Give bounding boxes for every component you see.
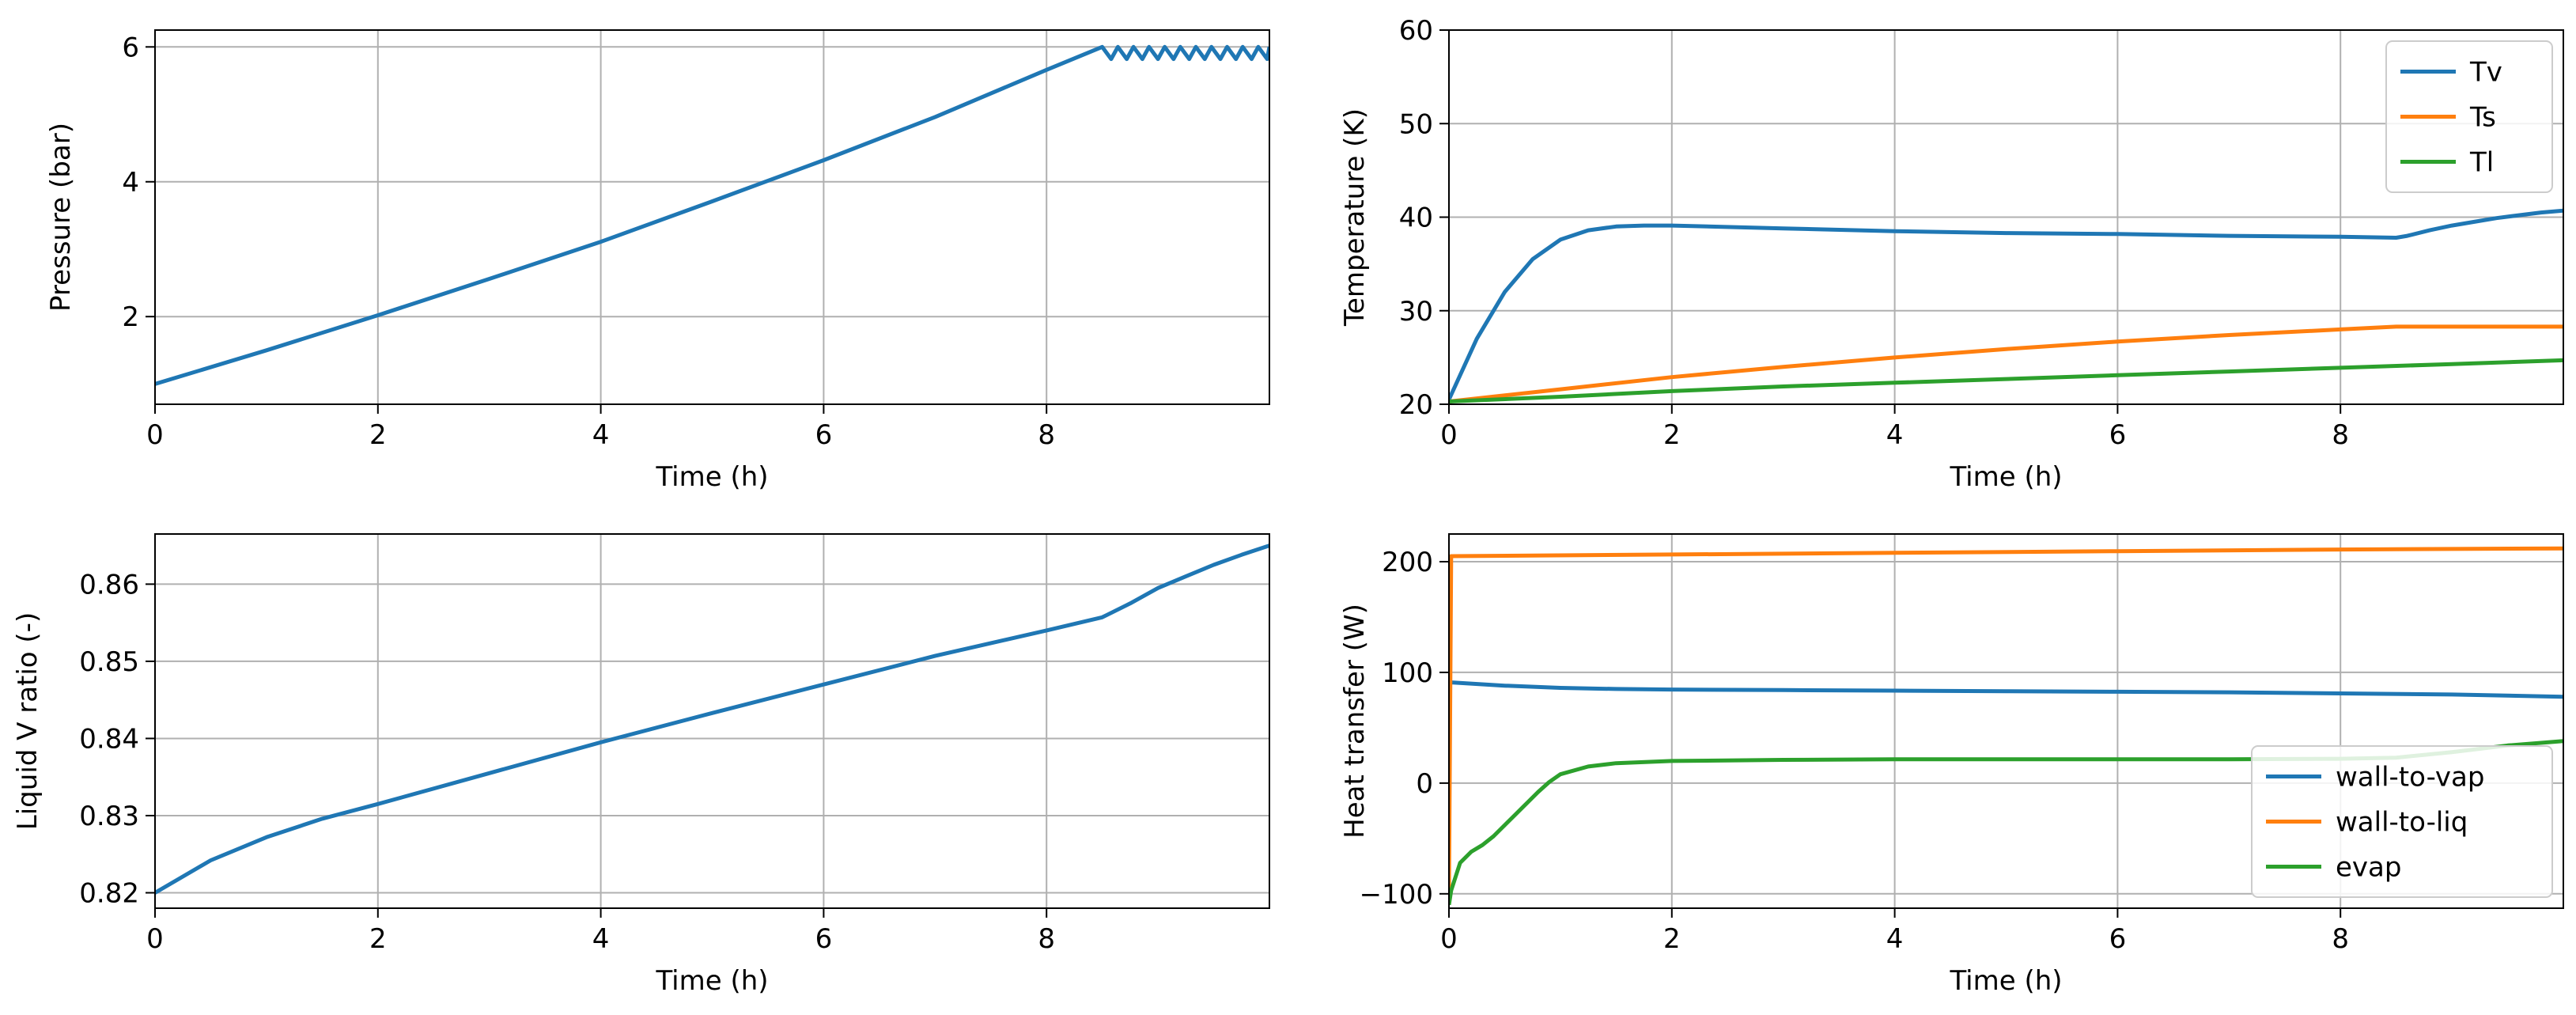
x-axis-label: Time (h)	[655, 965, 768, 997]
x-tick-label: 8	[2332, 923, 2349, 955]
axes-frame	[154, 29, 1270, 405]
legend: Tv Ts Tl	[2385, 40, 2553, 193]
y-axis-label: Heat transfer (W)	[1339, 604, 1371, 839]
x-tick-label: 0	[146, 419, 164, 451]
y-tick-label: 4	[122, 167, 139, 199]
legend-box	[2251, 745, 2553, 898]
y-axis-label: Liquid V ratio (-)	[12, 612, 44, 830]
legend-label: wall-to-liq	[2336, 807, 2468, 839]
legend-label: wall-to-vap	[2336, 762, 2484, 793]
x-axis-label: Time (h)	[1949, 461, 2062, 493]
y-axis-label: Pressure (bar)	[45, 123, 77, 312]
y-tick-label: −100	[1360, 879, 1433, 911]
x-tick-label: 4	[1886, 419, 1904, 451]
series-line-liquid-v-ratio	[155, 543, 1269, 895]
legend-label: Ts	[2469, 102, 2496, 134]
legend-label: Tl	[2469, 147, 2494, 179]
x-tick-label: 0	[1440, 419, 1458, 451]
series-line-wall-to-vap	[1449, 680, 2563, 717]
y-tick-label: 60	[1399, 15, 1433, 47]
x-tick-label: 6	[815, 923, 833, 955]
y-tick-label: 200	[1382, 547, 1433, 578]
x-tick-label: 6	[2109, 923, 2127, 955]
x-tick-label: 2	[369, 923, 387, 955]
series-line-ts	[1449, 324, 2563, 403]
x-tick-label: 6	[815, 419, 833, 451]
y-tick-label: 0.83	[79, 801, 139, 832]
x-tick-label: 6	[2109, 419, 2127, 451]
legend-label: Tv	[2469, 57, 2502, 89]
x-tick-label: 2	[1663, 923, 1681, 955]
legend-box	[2385, 40, 2553, 193]
y-tick-label: 100	[1382, 657, 1433, 689]
y-tick-label: 0	[1416, 768, 1433, 800]
legend-label: evap	[2336, 852, 2401, 884]
series-line-tl	[1449, 358, 2563, 403]
y-tick-label: 0.85	[79, 646, 139, 678]
y-tick-label: 50	[1399, 108, 1433, 140]
x-axis-label: Time (h)	[1949, 965, 2062, 997]
series-line-pressure	[155, 44, 1269, 386]
x-tick-label: 8	[2332, 419, 2349, 451]
axes-frame	[154, 533, 1270, 909]
y-tick-label: 0.86	[79, 569, 139, 600]
y-tick-label: 30	[1399, 296, 1433, 328]
y-tick-label: 6	[122, 32, 139, 63]
x-tick-label: 4	[592, 923, 610, 955]
y-tick-label: 40	[1399, 203, 1433, 234]
x-tick-label: 0	[1440, 923, 1458, 955]
series-line-wall-to-liq	[1449, 546, 2563, 894]
y-tick-label: 2	[122, 301, 139, 333]
x-tick-label: 8	[1038, 923, 1055, 955]
x-tick-label: 2	[369, 419, 387, 451]
series-line-tv	[1449, 208, 2563, 401]
y-axis-label: Temperature (K)	[1339, 108, 1371, 327]
liquid-ratio-panel: 0 2 4 6 8 0.82 0.83 0.84 0.85 0.86 Time (h) Liquid …	[12, 533, 1270, 997]
x-tick-label: 0	[146, 923, 164, 955]
x-tick-label: 4	[1886, 923, 1904, 955]
x-tick-label: 2	[1663, 419, 1681, 451]
x-axis-label: Time (h)	[655, 461, 768, 493]
x-tick-label: 4	[592, 419, 610, 451]
pressure-panel: 0 2 4 6 8 2 4 6 Time (h) Pressure (bar)	[45, 29, 1270, 493]
legend: wall-to-vap wall-to-liq evap	[2251, 745, 2553, 898]
temperature-panel: 0 2 4 6 8 20 30 40 50 60 Time (h) Temperature (K) Tv…	[1339, 15, 2564, 493]
y-tick-label: 0.84	[79, 723, 139, 755]
x-tick-label: 8	[1038, 419, 1055, 451]
axes-frame	[1448, 533, 2564, 909]
y-tick-label: 0.82	[79, 877, 139, 909]
y-tick-label: 20	[1399, 389, 1433, 421]
